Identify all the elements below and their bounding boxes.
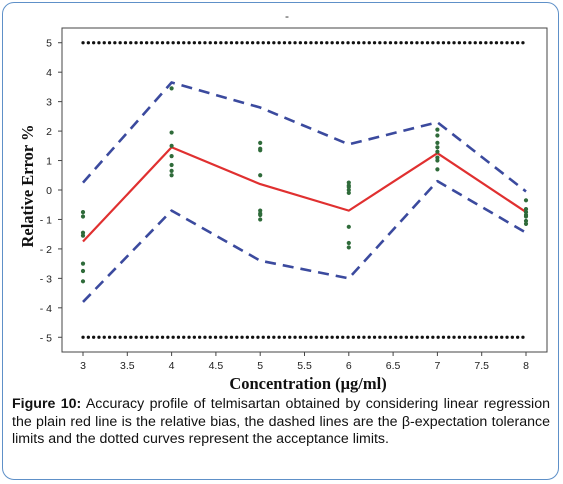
data-point <box>258 217 263 222</box>
caption-text: Accuracy profile of telmisartan obtained… <box>12 396 550 447</box>
data-point <box>523 214 529 219</box>
y-axis: 5 4 3 2 1 0 - 1 - 2 - 3 - 4 - 5 <box>40 38 62 344</box>
y-tick-label: 1 <box>46 156 52 168</box>
x-tick-label: 5.5 <box>297 360 312 372</box>
data-point <box>80 214 86 219</box>
data-point <box>80 279 86 284</box>
data-point <box>169 143 174 148</box>
x-tick-label: 7 <box>434 360 440 372</box>
data-point <box>435 158 440 163</box>
y-axis-title: Relative Error % <box>18 124 37 247</box>
x-axis: 3 3.5 4 4.5 5 5.5 6 6.5 7 7.5 8 <box>80 352 529 372</box>
figure-caption: Figure 10: Accuracy profile of telmisart… <box>12 396 550 449</box>
data-point <box>258 148 263 153</box>
y-tick-label: 5 <box>46 38 52 50</box>
data-point <box>258 140 263 145</box>
y-tick-label: 4 <box>46 67 52 79</box>
data-point <box>346 240 351 246</box>
data-point <box>435 127 440 132</box>
data-point <box>435 167 440 172</box>
data-point <box>258 208 263 213</box>
data-point <box>169 168 174 173</box>
data-point <box>169 130 174 135</box>
x-tick-label: 3 <box>80 360 86 372</box>
top-mark: - <box>285 9 289 23</box>
data-point <box>523 207 529 212</box>
data-point <box>169 162 174 168</box>
x-tick-label: 4.5 <box>209 360 224 372</box>
data-point <box>80 261 86 266</box>
plot-area <box>61 27 548 353</box>
data-point <box>169 86 174 91</box>
data-point <box>435 133 440 138</box>
x-tick-label: 7.5 <box>474 360 489 372</box>
data-point <box>346 184 351 190</box>
caption-lead: Figure 10: <box>12 396 82 412</box>
data-point <box>523 209 529 215</box>
data-point <box>80 233 86 238</box>
x-tick-label: 8 <box>523 360 529 372</box>
data-point <box>80 230 86 235</box>
data-point <box>435 149 440 154</box>
data-point <box>169 173 174 178</box>
y-tick-label: 2 <box>46 126 52 138</box>
x-tick-label: 6.5 <box>386 360 401 372</box>
data-point <box>523 198 529 203</box>
data-point <box>523 221 529 226</box>
points-layer <box>80 86 529 284</box>
y-tick-label: - 2 <box>40 244 52 256</box>
upper-tolerance-line <box>82 81 527 193</box>
data-point <box>523 218 529 224</box>
series-layer <box>81 41 528 339</box>
y-tick-label: - 3 <box>40 273 52 285</box>
data-point <box>80 209 86 215</box>
y-tick-label: - 5 <box>40 332 52 344</box>
data-point <box>346 224 351 229</box>
y-tick-label: - 4 <box>40 303 52 315</box>
data-point <box>258 212 263 218</box>
data-point <box>346 190 351 196</box>
data-point <box>80 268 86 274</box>
data-point <box>169 154 174 159</box>
lower-tolerance-line <box>82 179 527 303</box>
y-tick-label: 3 <box>46 97 52 109</box>
data-point <box>258 173 263 178</box>
y-tick-label: - 1 <box>40 214 52 226</box>
data-point <box>435 145 440 150</box>
x-tick-label: 5 <box>257 360 263 372</box>
data-point <box>346 187 351 193</box>
y-tick-label: 0 <box>46 185 52 197</box>
relative-bias-line <box>82 146 527 243</box>
data-point <box>346 245 351 250</box>
data-point <box>435 155 440 160</box>
x-tick-label: 6 <box>346 360 352 372</box>
data-point <box>435 140 440 145</box>
x-tick-label: 3.5 <box>120 360 135 372</box>
x-tick-label: 4 <box>169 360 175 372</box>
x-axis-title: Concentration (μg/ml) <box>229 374 386 393</box>
data-point <box>346 180 351 185</box>
